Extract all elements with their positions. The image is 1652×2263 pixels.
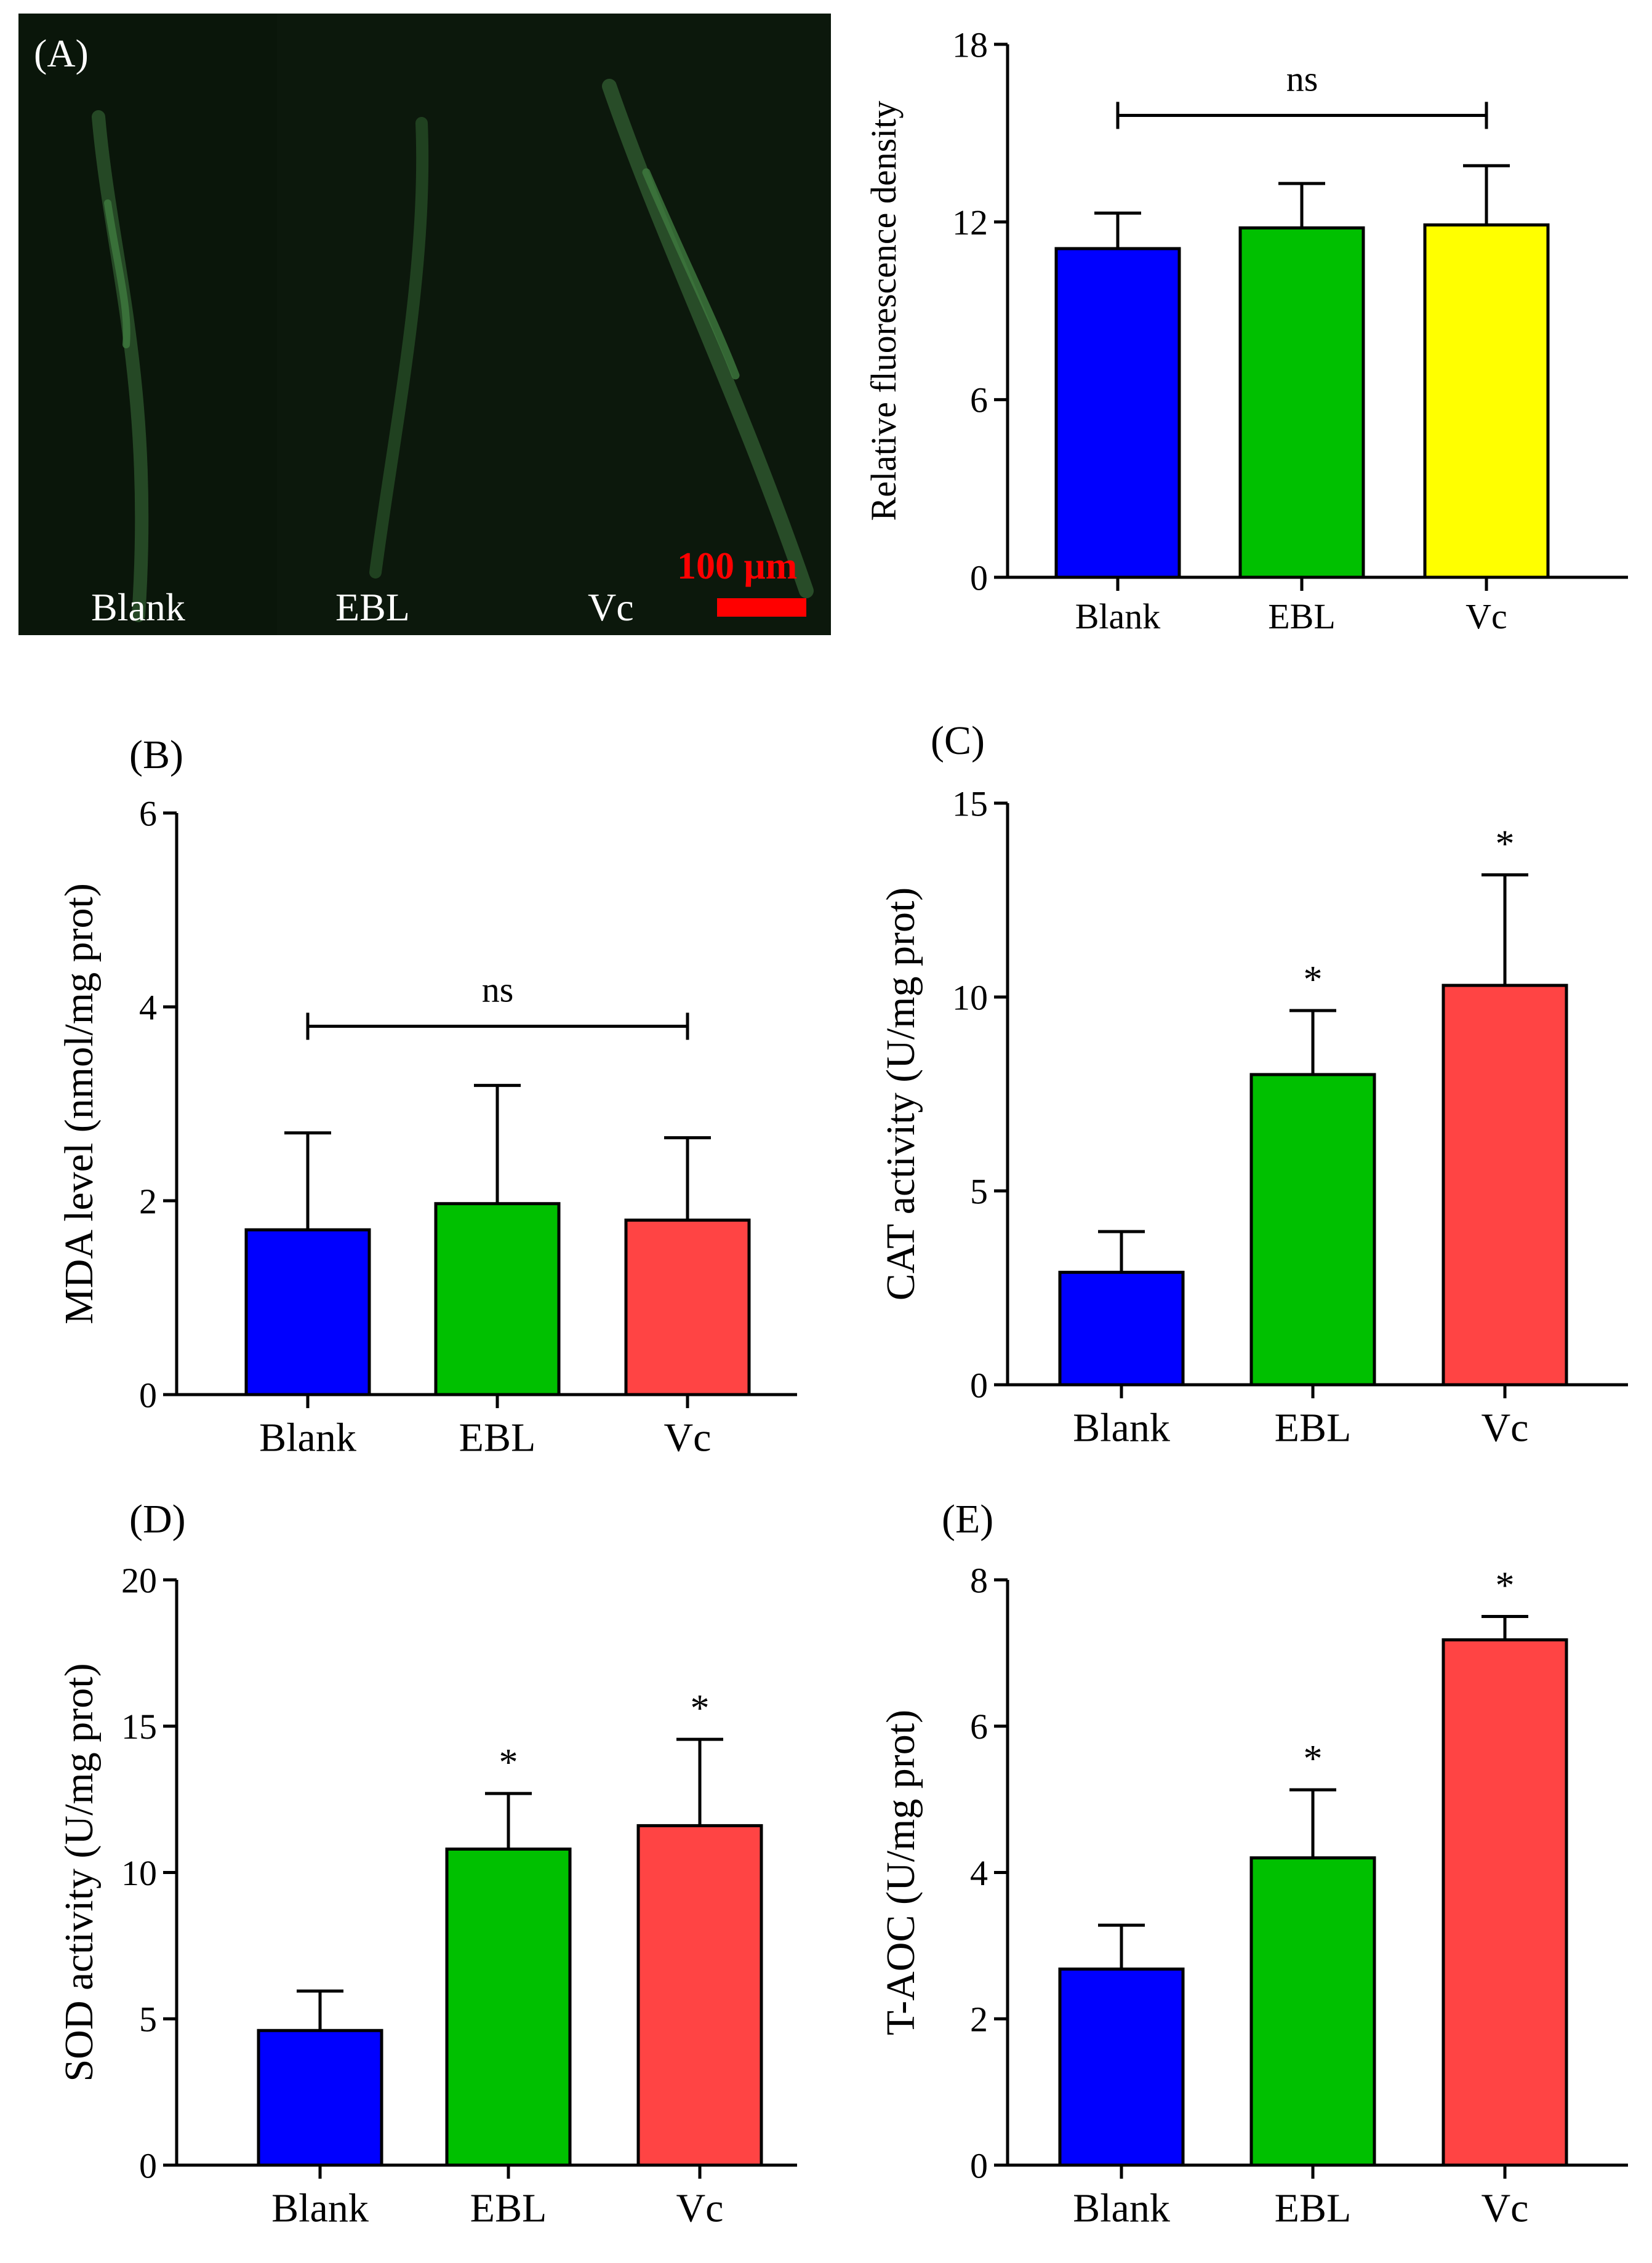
y-tick-label: 10 (952, 977, 988, 1017)
panel-label: (E) (942, 1497, 993, 1542)
x-tick-label: Vc (664, 1415, 712, 1460)
bar-ebl (1249, 1073, 1376, 1387)
significance-mark: * (1304, 1738, 1323, 1780)
y-tick-label: 0 (970, 558, 988, 598)
bar-ebl (445, 1847, 572, 2167)
bar-blank (1058, 1270, 1185, 1387)
bracket-label: ns (1286, 58, 1318, 98)
x-tick-label: EBL (1268, 596, 1336, 636)
y-tick-label: 5 (139, 2000, 157, 2040)
root-ebl (369, 117, 429, 579)
y-tick-label: 4 (970, 1853, 988, 1893)
bar-ebl (1249, 1856, 1376, 2167)
y-tick-label: 15 (952, 783, 988, 823)
bar-vc (1441, 1638, 1568, 2167)
bracket-label: ns (482, 970, 514, 1010)
y-axis-title: CAT activity (U/mg prot) (878, 887, 923, 1301)
bar-ebl (1238, 226, 1365, 579)
bar-blank (257, 2029, 383, 2167)
y-axis-title: SOD activity (U/mg prot) (57, 1663, 102, 2081)
significance-mark: * (499, 1742, 518, 1784)
bar-vc (1423, 223, 1550, 579)
y-tick-label: 10 (121, 1853, 157, 1893)
y-tick-label: 2 (139, 1181, 157, 1221)
x-tick-label: Blank (1073, 1405, 1170, 1450)
y-tick-label: 5 (970, 1171, 988, 1211)
significance-mark: * (1496, 1564, 1515, 1606)
panel-label: (D) (129, 1497, 186, 1542)
y-tick-label: 2 (970, 2000, 988, 2040)
y-axis-title: T-AOC (U/mg prot) (878, 1710, 923, 2035)
root-vc (602, 79, 814, 598)
chart-taoc: 0 2 4 6 8 T-AOC (U/mg prot) (E) Blank EBL * Vc * (878, 1497, 1628, 2230)
y-tick-label: 0 (970, 2145, 988, 2185)
scale-bar-text: 100 μm (677, 545, 797, 587)
y-tick-label: 15 (121, 1707, 157, 1747)
x-tick-label: Vc (1482, 2185, 1529, 2230)
significance-mark: * (691, 1688, 710, 1729)
y-tick-label: 18 (952, 25, 988, 65)
significance-mark: * (1496, 823, 1515, 865)
bar-vc (624, 1219, 751, 1396)
y-tick-label: 6 (970, 1707, 988, 1747)
x-tick-label: EBL (1275, 1405, 1352, 1450)
y-tick-label: 0 (139, 1375, 157, 1415)
x-tick-label: EBL (470, 2185, 547, 2230)
y-tick-label: 12 (952, 202, 988, 242)
chart-mda: 0 2 4 6 MDA level (nmol/mg prot) (B) Blank EBL V… (57, 732, 797, 1460)
panel-a-label: (A) (34, 31, 89, 75)
significance-mark: * (1304, 959, 1323, 1001)
x-tick-label: Blank (1075, 596, 1161, 636)
y-tick-label: 8 (970, 1560, 988, 1600)
lane-label-blank: Blank (91, 585, 185, 629)
root-blank-glow (104, 199, 130, 348)
y-axis-title: Relative fluorescence density (864, 101, 904, 521)
y-axis-title: MDA level (nmol/mg prot) (57, 883, 102, 1324)
bar-vc (636, 1824, 763, 2167)
chart-cat: 0 5 10 15 CAT activity (U/mg prot) (C) Blank EB… (878, 718, 1628, 1450)
root-vc-glow (642, 168, 740, 380)
bar-vc (1441, 983, 1568, 1387)
charts: 0 6 12 18 Relative fluorescence density Blank… (57, 25, 1628, 2230)
bar-ebl (434, 1202, 561, 1396)
lane-label-ebl: EBL (335, 585, 410, 629)
chart-fluor: 0 6 12 18 Relative fluorescence density Blank… (864, 25, 1628, 636)
y-tick-label: 20 (121, 1560, 157, 1600)
x-tick-label: EBL (1275, 2185, 1352, 2230)
chart-sod: 0 5 10 15 20 SOD activity (U/mg prot) (D) Blank… (57, 1497, 797, 2230)
x-tick-label: Vc (1482, 1405, 1529, 1450)
y-tick-label: 4 (139, 987, 157, 1027)
panel-label: (B) (129, 732, 183, 777)
y-tick-label: 6 (139, 793, 157, 833)
x-tick-label: Vc (1466, 596, 1507, 636)
y-tick-label: 0 (970, 1365, 988, 1405)
y-tick-label: 0 (139, 2145, 157, 2185)
panel-a-micrograph: (A) 100 μm Blank EBL Vc (18, 14, 831, 635)
x-tick-label: EBL (459, 1415, 536, 1460)
bar-blank (1054, 247, 1181, 579)
x-tick-label: Blank (259, 1415, 356, 1460)
panel-label: (C) (931, 718, 985, 763)
x-tick-label: Vc (676, 2185, 724, 2230)
x-tick-label: Blank (1073, 2185, 1170, 2230)
bar-blank (244, 1228, 371, 1396)
lane-label-vc: Vc (588, 585, 634, 629)
scale-bar (717, 598, 806, 617)
y-tick-label: 6 (970, 380, 988, 420)
bar-blank (1058, 1967, 1185, 2167)
x-tick-label: Blank (271, 2185, 369, 2230)
